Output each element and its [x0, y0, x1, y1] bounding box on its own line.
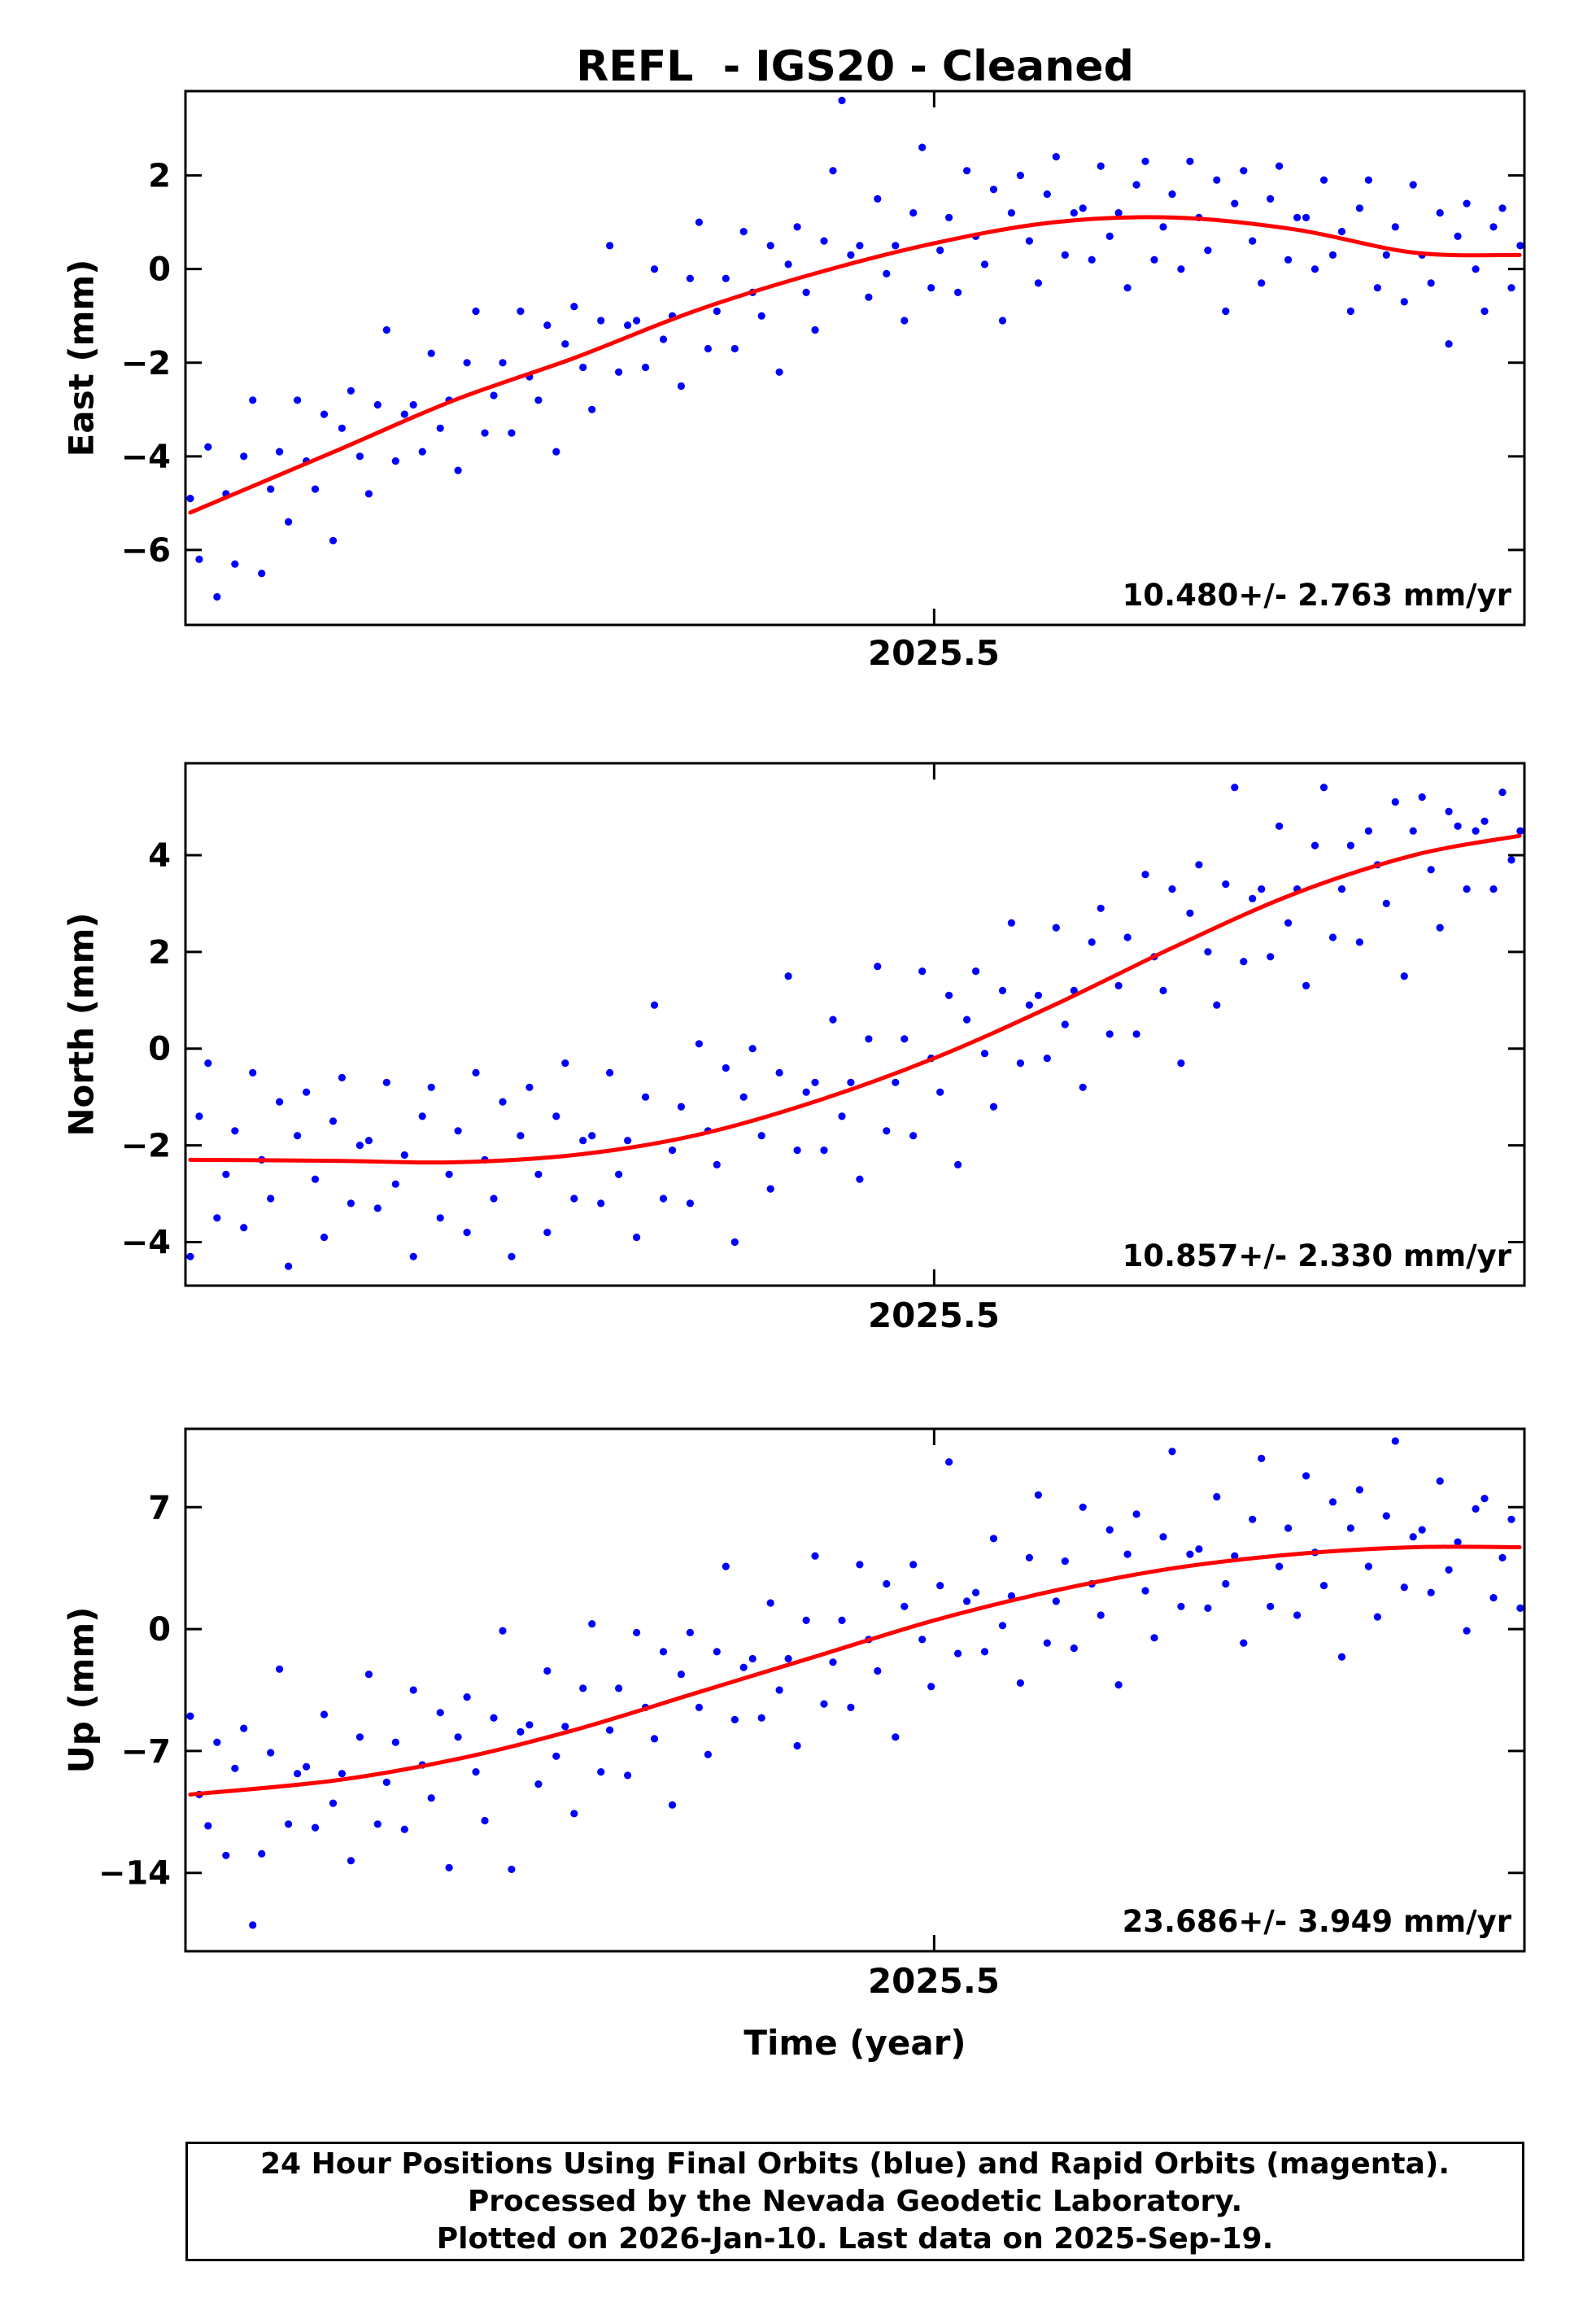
up-scatter-points: [186, 1437, 1524, 1929]
up-ytick-label: 0: [148, 1611, 171, 1649]
east-scatter-points: [186, 96, 1524, 601]
north-ytick-label: 4: [148, 837, 171, 875]
north-frame: [184, 762, 1526, 1287]
up-frame: [184, 1427, 1526, 1953]
up-ytick-label: −14: [98, 1855, 171, 1893]
east-rate-annotation: 10.480+/- 2.763 mm/yr: [1122, 578, 1511, 613]
north-axis-label: North (mm): [61, 912, 102, 1137]
page-title: REFL - IGS20 - Cleaned: [576, 42, 1134, 91]
up-rate-annotation: 23.686+/- 3.949 mm/yr: [1122, 1904, 1511, 1939]
east-ytick-label: −6: [121, 532, 171, 570]
up-ticks: [185, 1429, 1524, 1951]
up-xtick-label: 2025.5: [867, 1961, 1001, 2001]
east-frame: [184, 90, 1526, 627]
north-ticks: [185, 763, 1524, 1286]
footer-line-1: 24 Hour Positions Using Final Orbits (bl…: [259, 2147, 1450, 2181]
east-ytick-label: −4: [121, 439, 171, 476]
east-trend-line: [188, 215, 1522, 515]
footer-box: 24 Hour Positions Using Final Orbits (bl…: [185, 2142, 1524, 2261]
x-axis-title: Time (year): [743, 2023, 966, 2063]
east-ytick-label: 2: [148, 158, 171, 195]
subplot-east: 2 0 −2 −4 −6: [121, 90, 1526, 627]
up-ytick-label: 7: [148, 1489, 171, 1526]
footer-line-3: Plotted on 2026-Jan-10. Last data on 202…: [436, 2221, 1274, 2256]
up-trend-line: [188, 1544, 1522, 1797]
north-scatter-points: [186, 784, 1524, 1270]
subplot-north: 4 2 0 −2 −4: [121, 762, 1526, 1287]
north-ytick-label: 2: [148, 934, 171, 972]
east-axis-label: East (mm): [61, 259, 102, 457]
north-trend-line: [188, 833, 1522, 1165]
north-rate-annotation: 10.857+/- 2.330 mm/yr: [1122, 1238, 1511, 1273]
north-ytick-label: −4: [121, 1225, 171, 1262]
north-xtick-label: 2025.5: [867, 1295, 1001, 1335]
north-ytick-label: −2: [121, 1128, 171, 1165]
east-ytick-label: −2: [121, 345, 171, 382]
east-ticks: [185, 91, 1524, 625]
subplot-up: 7 0 −7 −14: [98, 1427, 1526, 1953]
footer-line-2: Processed by the Nevada Geodetic Laborat…: [467, 2184, 1243, 2218]
north-ytick-label: 0: [148, 1031, 171, 1068]
east-ytick-label: 0: [148, 251, 171, 289]
up-axis-label: Up (mm): [61, 1606, 102, 1774]
up-ytick-label: −7: [121, 1733, 171, 1771]
east-xtick-label: 2025.5: [867, 633, 1001, 673]
